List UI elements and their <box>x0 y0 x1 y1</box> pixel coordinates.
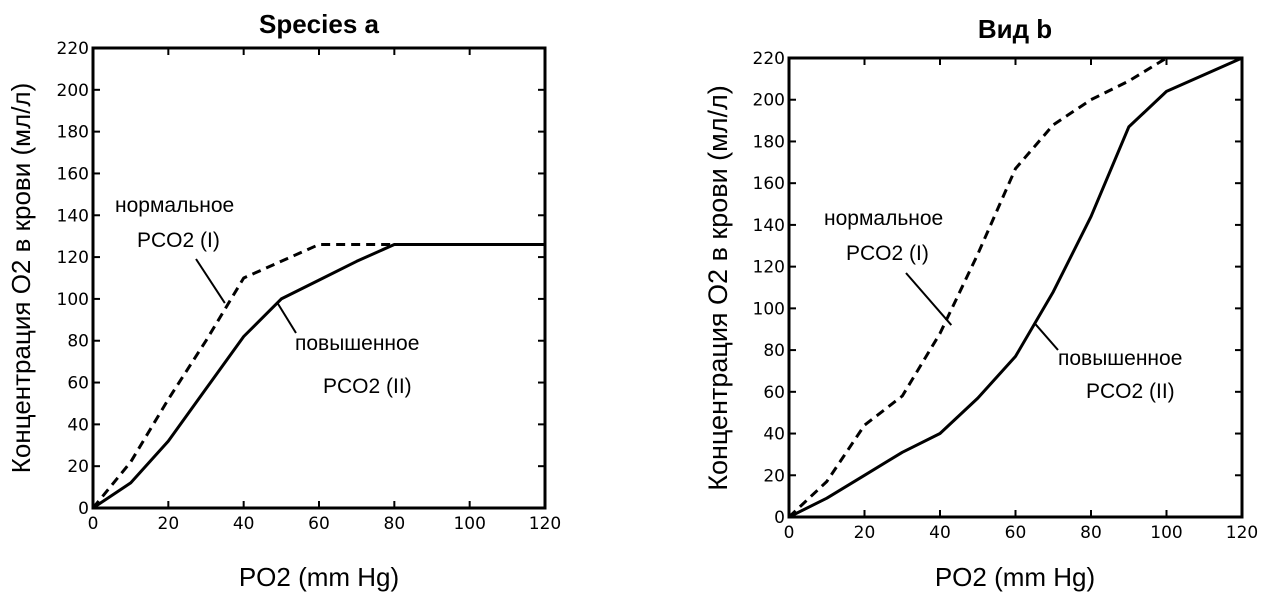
y-tick-label: 20 <box>67 457 89 477</box>
series-line-elevated-pco2 <box>788 56 1243 519</box>
chart-panel-species-a: Species a 0 20 40 60 80 100 120 0 20 40 60 80 100 120 1… <box>6 9 561 592</box>
annotation-leader-line <box>1033 322 1059 351</box>
x-tick-label: 120 <box>1226 523 1258 543</box>
annotation-label: PCO2 (I) <box>846 242 929 265</box>
y-tick-label: 180 <box>753 132 785 152</box>
x-tick-label: 0 <box>784 523 795 543</box>
annotation-label: нормальное <box>824 207 943 230</box>
y-tick-label: 160 <box>57 164 89 184</box>
annotation-label: PCO2 (II) <box>323 375 412 398</box>
y-tick-label: 140 <box>753 216 785 236</box>
y-tick-label: 0 <box>78 499 89 519</box>
x-tick-label: 20 <box>854 523 876 543</box>
x-axis-title: PO2 (mm Hg) <box>935 562 1095 592</box>
y-tick-label: 100 <box>753 299 785 319</box>
y-tick-label: 20 <box>763 466 785 486</box>
y-tick-label: 80 <box>763 341 785 361</box>
chart-panel-species-b: Вид b 0 20 40 60 80 100 120 0 20 40 60 80 100 120 140 16… <box>703 14 1258 592</box>
y-tick-label: 40 <box>67 415 89 435</box>
x-tick-label: 60 <box>308 514 330 534</box>
series-line-normal-pco2 <box>91 243 545 509</box>
plot-frame <box>91 46 547 510</box>
y-tick-label: 60 <box>67 374 89 394</box>
plot-frame <box>787 56 1244 519</box>
y-tick-label: 0 <box>774 508 785 528</box>
annotation-label: PCO2 (I) <box>137 229 220 252</box>
y-axis-title: Концентрация O2 в крови (мл/л) <box>703 85 733 491</box>
y-tick-label: 200 <box>753 91 785 111</box>
x-axis-title: PO2 (mm Hg) <box>239 562 399 592</box>
x-tick-label: 60 <box>1005 523 1027 543</box>
x-tick-label: 40 <box>929 523 951 543</box>
y-tick-label: 220 <box>753 49 785 69</box>
series-line-normal-pco2 <box>787 56 1168 519</box>
y-tick-label: 60 <box>763 383 785 403</box>
x-tick-label: 40 <box>233 514 255 534</box>
x-tick-label: 100 <box>453 514 485 534</box>
y-tick-label: 120 <box>753 258 785 278</box>
y-tick-label: 220 <box>57 39 89 59</box>
y-tick-label: 160 <box>753 174 785 194</box>
x-tick-label: 80 <box>1080 523 1102 543</box>
x-tick-label: 100 <box>1150 523 1182 543</box>
y-tick-label: 200 <box>57 81 89 101</box>
chart-title: Вид b <box>978 14 1052 44</box>
series-line-elevated-pco2 <box>92 243 545 510</box>
y-axis-title: Концентрация O2 в крови (мл/л) <box>6 83 36 473</box>
annotation-leader-line <box>905 272 953 326</box>
y-tick-label: 120 <box>57 248 89 268</box>
annotation-leader-line <box>276 302 297 334</box>
y-tick-label: 80 <box>67 332 89 352</box>
x-tick-label: 120 <box>529 514 561 534</box>
annotation-leader-line <box>195 258 226 304</box>
annotation-label: повышенное <box>295 332 419 355</box>
chart-title: Species a <box>259 9 380 39</box>
y-tick-label: 40 <box>763 425 785 445</box>
x-tick-label: 20 <box>158 514 180 534</box>
annotation-label: повышенное <box>1058 347 1182 370</box>
y-tick-label: 100 <box>57 290 89 310</box>
annotation-label: PCO2 (II) <box>1086 380 1175 403</box>
x-tick-label: 80 <box>384 514 406 534</box>
annotation-label: нормальное <box>115 194 234 217</box>
y-tick-label: 180 <box>57 123 89 143</box>
x-tick-label: 0 <box>88 514 99 534</box>
y-tick-label: 140 <box>57 206 89 226</box>
